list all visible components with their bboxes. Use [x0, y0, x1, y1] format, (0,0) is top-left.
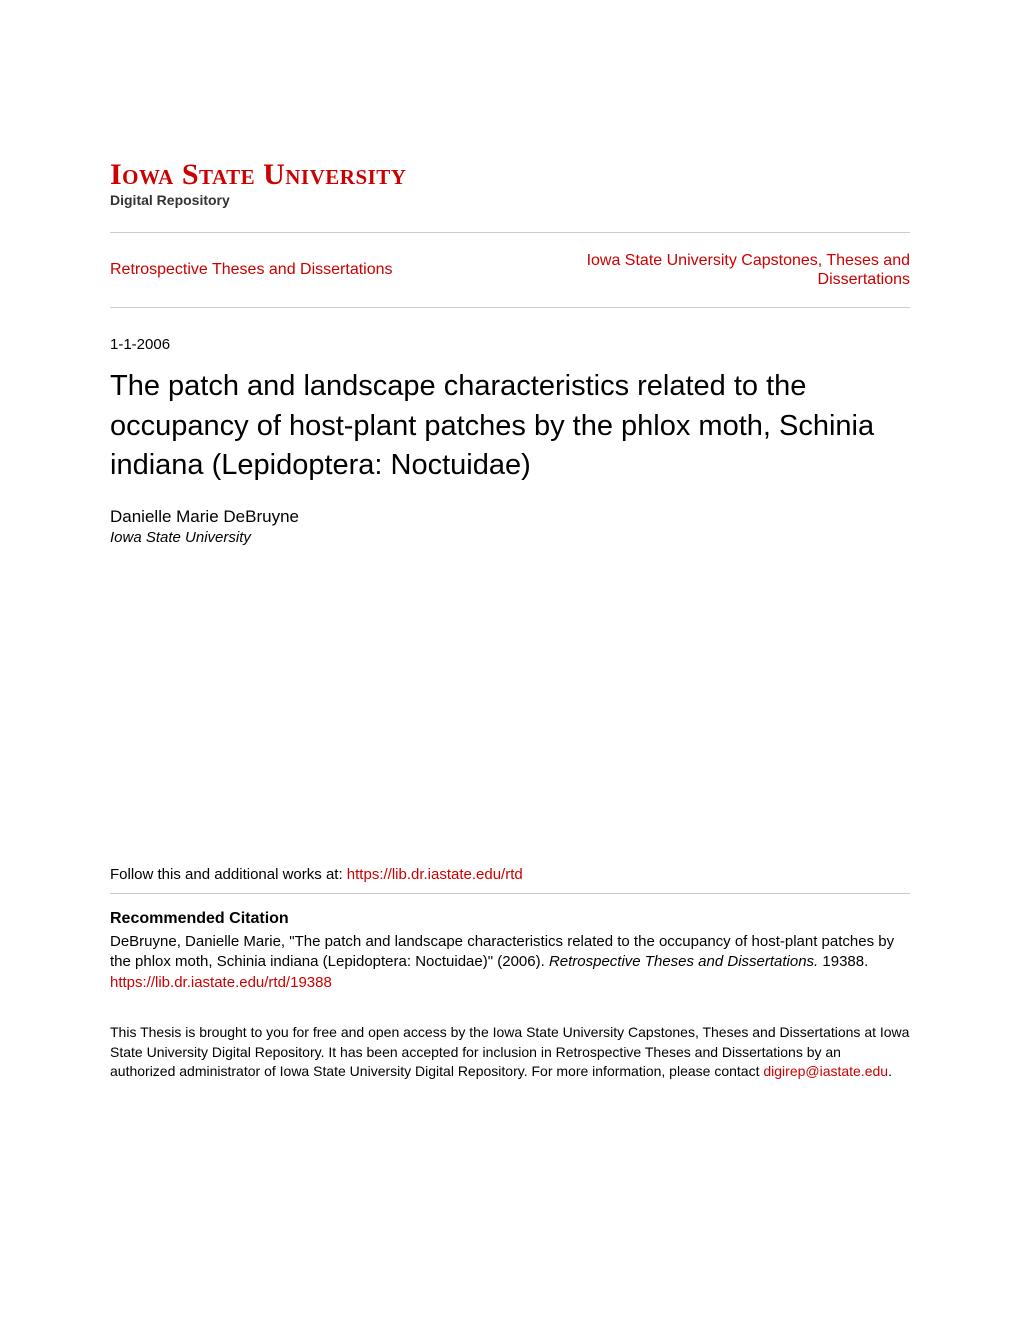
breadcrumb-nav: Retrospective Theses and Dissertations I… [110, 243, 910, 297]
footer-text-part2: . [888, 1063, 892, 1079]
citation-heading: Recommended Citation [110, 910, 910, 928]
university-name: Iowa State University [110, 160, 910, 190]
citation-url[interactable]: https://lib.dr.iastate.edu/rtd/19388 [110, 974, 910, 991]
content-spacer [110, 546, 910, 866]
contact-email-link[interactable]: digirep@iastate.edu [763, 1063, 888, 1079]
publication-date: 1-1-2006 [110, 336, 910, 353]
collection-right-line1: Iowa State University Capstones, Theses … [587, 252, 910, 269]
collection-link-right[interactable]: Iowa State University Capstones, Theses … [587, 251, 910, 289]
citation-text: DeBruyne, Danielle Marie, "The patch and… [110, 932, 910, 973]
follow-prefix: Follow this and additional works at: [110, 866, 347, 883]
repository-subtitle: Digital Repository [110, 192, 910, 208]
citation-divider [110, 893, 910, 894]
follow-works-text: Follow this and additional works at: htt… [110, 866, 910, 883]
author-name: Danielle Marie DeBruyne [110, 507, 910, 527]
nav-divider [110, 307, 910, 308]
top-divider [110, 232, 910, 233]
collection-right-line2: Dissertations [818, 271, 910, 288]
citation-part2: 19388. [818, 953, 868, 970]
license-footer: This Thesis is brought to you for free a… [110, 1023, 910, 1081]
collection-link-left[interactable]: Retrospective Theses and Dissertations [110, 261, 393, 279]
follow-link[interactable]: https://lib.dr.iastate.edu/rtd [347, 866, 523, 883]
institution-logo: Iowa State University Digital Repository [110, 160, 910, 208]
paper-title: The patch and landscape characteristics … [110, 367, 910, 484]
author-affiliation: Iowa State University [110, 529, 910, 546]
citation-series-title: Retrospective Theses and Dissertations. [549, 953, 818, 970]
